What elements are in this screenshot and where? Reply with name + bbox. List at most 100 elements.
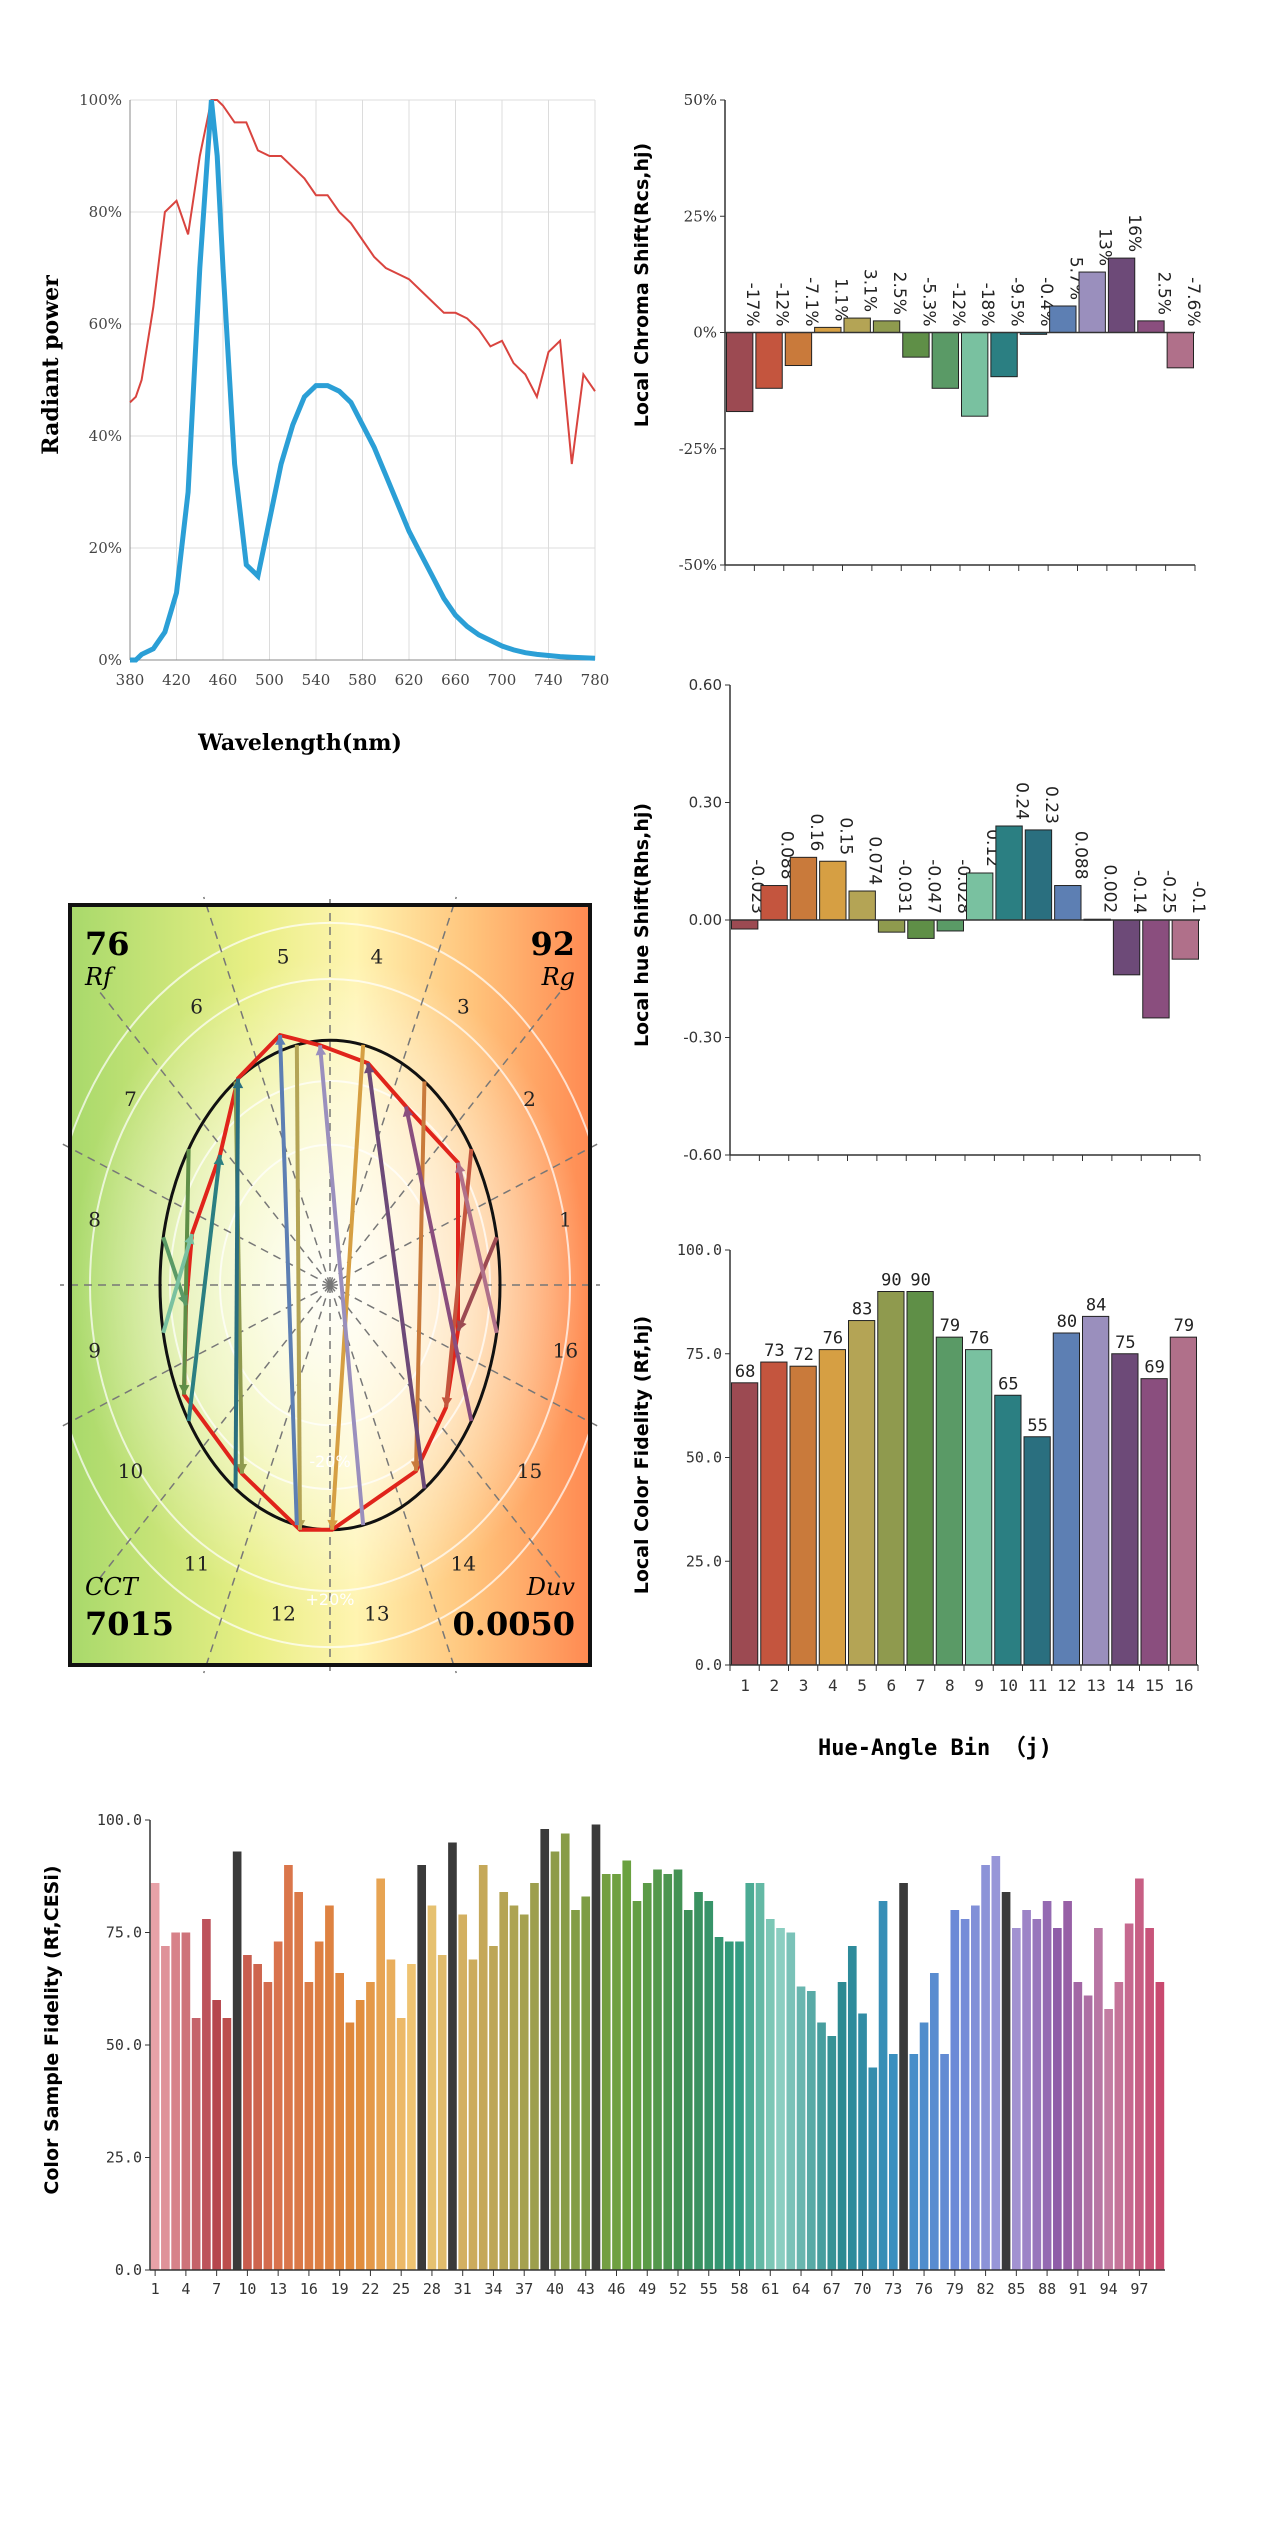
sample-bar xyxy=(1001,1892,1011,2270)
rf-value: 76 xyxy=(85,925,130,963)
sample-bar xyxy=(1155,1982,1165,2270)
hue-bin-label: 11 xyxy=(184,1552,209,1576)
hue-data-label: 0.23 xyxy=(1041,786,1061,824)
fidelity-bar xyxy=(965,1349,993,1666)
sample-bar xyxy=(950,1910,960,2270)
hue-data-label: 0.15 xyxy=(835,817,855,855)
fidelity-x-tick: 3 xyxy=(799,1676,809,1695)
sample-x-tick: 13 xyxy=(269,2280,287,2298)
spectrum-y-tick: 60% xyxy=(89,315,122,333)
hue-data-label: 0.16 xyxy=(806,813,826,851)
hue-bar xyxy=(995,825,1023,921)
shift-arrow xyxy=(161,1236,188,1307)
shift-arrowhead xyxy=(364,1063,375,1074)
sample-bar xyxy=(591,1824,601,2270)
sample-fidelity-y-axis-title: Color Sample Fidelity (Rf,CESi) xyxy=(41,1865,63,2194)
chroma-y-axis-title: Local Chroma Shift(Rcs,hj) xyxy=(631,143,653,427)
hue-bin-label: 16 xyxy=(553,1338,578,1362)
chroma-data-label: 13% xyxy=(1095,228,1115,266)
chroma-data-label: -5.3% xyxy=(918,277,938,326)
sample-bar xyxy=(1053,1928,1062,2270)
hue-data-label: 0.088 xyxy=(1070,831,1090,880)
chroma-bar xyxy=(1049,305,1077,333)
sample-bar xyxy=(294,1892,303,2270)
fidelity-x-tick: 12 xyxy=(1057,1676,1076,1695)
fidelity-data-label: 76 xyxy=(969,1329,989,1349)
sample-bar xyxy=(509,1905,519,2270)
fidelity-x-tick: 2 xyxy=(770,1676,780,1695)
sample-bar xyxy=(612,1874,621,2270)
hue-bin-label: 8 xyxy=(88,1208,101,1232)
sample-bar xyxy=(929,1973,939,2270)
sample-bar xyxy=(468,1959,478,2270)
sample-bar xyxy=(827,2036,837,2270)
sample-x-tick: 16 xyxy=(300,2280,318,2298)
sample-x-tick: 25 xyxy=(392,2280,410,2298)
hue-bin-label: 12 xyxy=(270,1602,295,1626)
spectrum-x-tick: 380 xyxy=(116,671,145,689)
chroma-bar xyxy=(961,332,989,417)
hue-bin-divider xyxy=(329,1141,600,1286)
fidelity-bar xyxy=(848,1320,876,1666)
sample-x-tick: 52 xyxy=(669,2280,687,2298)
fidelity-x-tick: 16 xyxy=(1174,1676,1193,1695)
chroma-data-label: -18% xyxy=(977,283,997,327)
hue-bin-divider xyxy=(203,1284,331,1674)
cct-value: 7015 xyxy=(85,1605,174,1643)
rg-label: Rg xyxy=(541,963,575,991)
sample-fidelity-chart: 0.0 25.0 50.0 75.0 100.0 1 4 7 10 13 16 19 22 25 28 31 3… xyxy=(41,1811,1165,2298)
hue-bar xyxy=(877,919,906,933)
fidelity-bar xyxy=(1140,1378,1168,1666)
shift-arrowhead xyxy=(232,1078,244,1089)
fidelity-x-tick: 13 xyxy=(1086,1676,1105,1695)
shift-arrowhead xyxy=(178,1384,190,1395)
fidelity-bar xyxy=(935,1336,963,1666)
shift-arrowhead xyxy=(236,1463,248,1474)
sample-bar xyxy=(909,2054,919,2270)
fidelity-y-tick: 50.0 xyxy=(686,1449,722,1467)
hue-bar xyxy=(848,890,876,921)
hue-bar xyxy=(819,860,847,921)
sample-bar xyxy=(981,1865,990,2270)
sample-bar xyxy=(499,1892,509,2270)
sample-x-tick: 46 xyxy=(607,2280,625,2298)
sample-bar xyxy=(284,1865,293,2270)
sample-x-tick: 82 xyxy=(977,2280,995,2298)
sample-bar xyxy=(642,1883,652,2270)
hue-data-label: -0.1 xyxy=(1188,881,1208,914)
sample-bar xyxy=(448,1842,457,2270)
sample-bar xyxy=(273,1941,283,2270)
hue-bin-label: 2 xyxy=(523,1087,536,1111)
hue-data-label: 0.24 xyxy=(1012,782,1032,820)
sample-bar xyxy=(683,1910,693,2270)
sample-bar xyxy=(571,1910,580,2270)
sample-bar xyxy=(222,2018,232,2270)
spectrum-x-tick: 580 xyxy=(348,671,377,689)
chroma-y-tick: 25% xyxy=(684,207,717,225)
chroma-shift-chart: -17% -12% -7.1% 1.1% 3.1% 2.5% -5.3% -12% -18% -9… xyxy=(631,91,1203,574)
shift-arrowhead xyxy=(441,1397,453,1408)
sample-x-tick: 31 xyxy=(454,2280,472,2298)
sample-bar xyxy=(868,2067,878,2270)
chroma-bar xyxy=(1166,332,1194,369)
spectrum-x-tick: 500 xyxy=(255,671,284,689)
hue-bar xyxy=(1171,919,1199,960)
sample-bar xyxy=(776,1928,785,2270)
hue-bar xyxy=(966,872,994,921)
hue-data-label: -0.047 xyxy=(923,859,943,914)
sample-bar xyxy=(396,2018,406,2270)
test-spd-line xyxy=(130,99,596,663)
fidelity-bar xyxy=(1169,1336,1197,1666)
hue-bar xyxy=(1024,829,1053,921)
sample-bar xyxy=(960,1919,970,2270)
sample-bar xyxy=(837,1982,847,2270)
shift-arrow xyxy=(414,1081,427,1472)
sample-bar xyxy=(940,2054,949,2270)
fidelity-data-label: 84 xyxy=(1086,1295,1106,1315)
hue-bar xyxy=(1054,885,1082,921)
sample-x-tick: 55 xyxy=(700,2280,718,2298)
shift-arrowhead xyxy=(410,1461,422,1472)
hue-bar xyxy=(1112,919,1141,976)
